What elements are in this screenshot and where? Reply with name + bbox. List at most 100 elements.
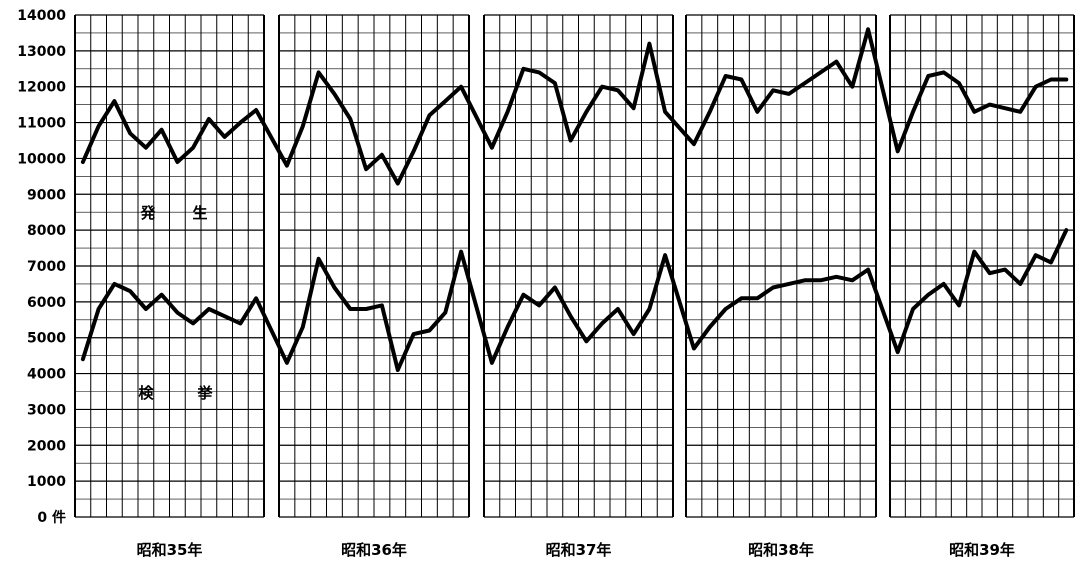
series-point [97, 124, 101, 128]
series-point [521, 293, 525, 297]
y-tick-label: 6000 [27, 295, 66, 311]
series-point [223, 135, 227, 139]
series-point [755, 296, 759, 300]
series-point [834, 275, 838, 279]
y-tick-label: 11000 [17, 116, 66, 132]
y-tick-label: 13000 [17, 44, 66, 60]
series-point [600, 85, 604, 89]
series-point [850, 85, 854, 89]
series-point [144, 146, 148, 150]
series-point [332, 286, 336, 290]
series-point [803, 278, 807, 282]
series-label: 検 [138, 384, 154, 402]
year-panel [889, 14, 1075, 518]
series-point [81, 357, 85, 361]
series-point [957, 81, 961, 85]
series-point [364, 307, 368, 311]
series-point [301, 325, 305, 329]
series-point [942, 70, 946, 74]
series-point [755, 110, 759, 114]
series-point [443, 99, 447, 103]
series-point [616, 88, 620, 92]
year-panel [74, 14, 265, 518]
series-point [537, 70, 541, 74]
series-point [632, 106, 636, 110]
series-point [238, 321, 242, 325]
series-point [663, 253, 667, 257]
series-point [972, 110, 976, 114]
series-point [926, 293, 930, 297]
series-label: 発 [139, 204, 156, 222]
series-lines [80, 27, 1069, 372]
year-panels [74, 14, 1075, 518]
series-point [803, 81, 807, 85]
series-point [834, 60, 838, 64]
series-point [819, 278, 823, 282]
series-point [1003, 268, 1007, 272]
series-point [364, 167, 368, 171]
year-label: 昭和37年 [546, 541, 612, 559]
series-point [1064, 228, 1068, 232]
series-point [1049, 260, 1053, 264]
series-point [632, 332, 636, 336]
series-point [112, 282, 116, 286]
series-point [569, 314, 573, 318]
series-point [128, 131, 132, 135]
year-panel [278, 14, 470, 518]
series-point [317, 257, 321, 261]
y-tick-label: 12000 [17, 80, 66, 96]
series-point [285, 361, 289, 365]
series-point [553, 286, 557, 290]
series-point [160, 293, 164, 297]
series-point [443, 311, 447, 315]
year-panel [685, 14, 877, 518]
year-label: 昭和35年 [137, 541, 203, 559]
series-point [238, 121, 242, 125]
y-tick-label: 7000 [27, 259, 66, 275]
y-tick-label: 2000 [27, 438, 66, 454]
series-point [427, 329, 431, 333]
series-point [1049, 78, 1053, 82]
year-panel [483, 14, 674, 518]
series-point [332, 92, 336, 96]
y-tick-label: 9000 [27, 187, 66, 203]
series-annotations: 発 生検 挙 [138, 204, 213, 402]
series-point [942, 282, 946, 286]
series-point [254, 296, 258, 300]
y-tick-label: 8000 [27, 223, 66, 239]
series-point [97, 307, 101, 311]
series-point [692, 346, 696, 350]
series-point [647, 42, 651, 46]
series-point [600, 321, 604, 325]
series-point [616, 307, 620, 311]
series-point [739, 296, 743, 300]
series-point [692, 142, 696, 146]
series-point [988, 271, 992, 275]
series-point [285, 164, 289, 168]
series-point [896, 350, 900, 354]
y-tick-label: 5000 [27, 331, 66, 347]
series-point [396, 368, 400, 372]
series-point [175, 311, 179, 315]
series-point [521, 67, 525, 71]
series-point [926, 74, 930, 78]
series-point [490, 146, 494, 150]
y-tick-label: 3000 [27, 402, 66, 418]
series-point [724, 307, 728, 311]
series-point [724, 74, 728, 78]
series-point [1064, 78, 1068, 82]
series-point [144, 307, 148, 311]
series-point [771, 286, 775, 290]
y-tick-label: 14000 [17, 8, 66, 24]
year-label: 昭和39年 [949, 541, 1015, 559]
series-point [1003, 106, 1007, 110]
series-point [317, 70, 321, 74]
series-point [160, 128, 164, 132]
series-point [506, 110, 510, 114]
series-point [866, 27, 870, 31]
series-point [1034, 253, 1038, 257]
series-point [584, 339, 588, 343]
series-point [175, 160, 179, 164]
series-point [223, 314, 227, 318]
series-line-2 [80, 228, 1069, 372]
